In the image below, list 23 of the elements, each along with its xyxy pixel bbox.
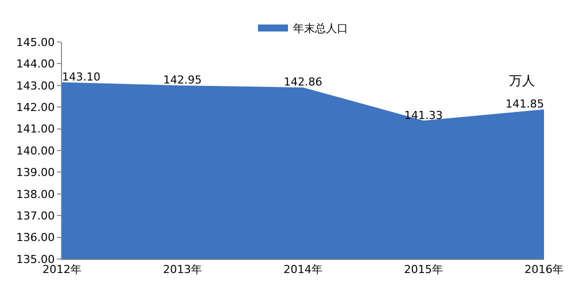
y-tick-label: 144.00 <box>16 58 55 71</box>
y-tick-label: 141.00 <box>16 122 55 136</box>
y-tick-label: 136.00 <box>16 231 55 244</box>
y-tick-label: 140.00 <box>16 144 55 158</box>
x-tick-label: 2014年 <box>284 263 322 276</box>
y-tick-label: 139.00 <box>16 166 55 180</box>
x-tick-label: 2013年 <box>163 263 202 276</box>
legend-label: 年末总人口 <box>293 22 348 35</box>
x-tick-label: 2016年 <box>524 263 564 276</box>
data-label: 141.33 <box>404 108 443 122</box>
x-tick-label: 2012年 <box>42 263 82 276</box>
data-label: 141.85 <box>506 98 544 111</box>
data-label: 142.95 <box>163 74 202 87</box>
y-tick-label: 135.00 <box>16 252 55 266</box>
y-tick-label: 142.00 <box>16 100 55 114</box>
x-tick-label: 2015年 <box>404 263 443 276</box>
y-tick-label: 143.00 <box>16 79 55 92</box>
y-tick-label: 137.00 <box>16 209 55 222</box>
y-tick-label: 138.00 <box>16 188 55 201</box>
annotation: 万人 <box>509 74 535 89</box>
data-label: 143.10 <box>62 70 100 84</box>
y-tick-label: 145.00 <box>16 36 55 49</box>
data-label: 142.86 <box>284 76 322 89</box>
